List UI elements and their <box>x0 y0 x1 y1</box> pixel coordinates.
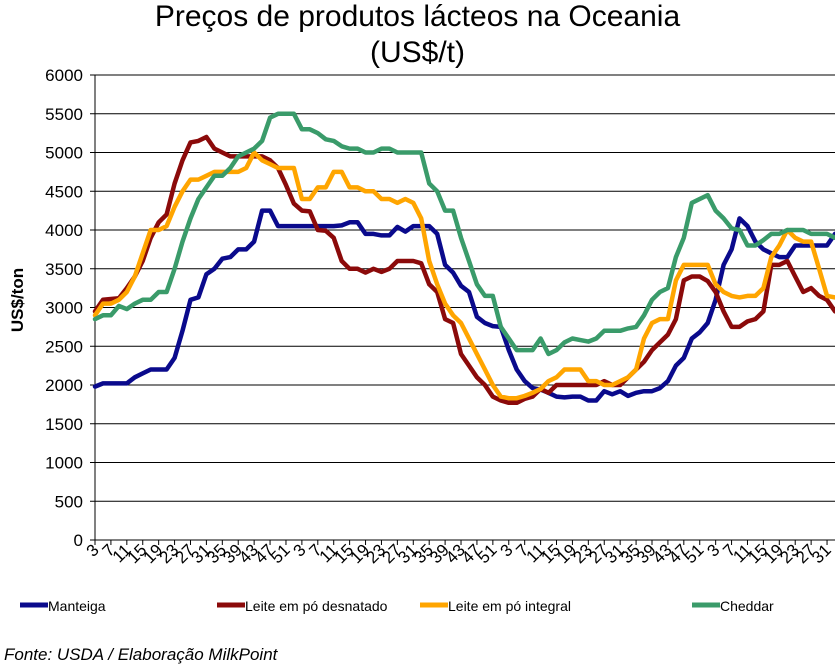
chart-title-line-1: Preços de produtos lácteos na Oceania <box>154 0 681 33</box>
y-tick-labels: 0 500 1000 1500 2000 2500 3000 3500 4000 4500 5000… <box>45 66 83 550</box>
x-tick-label: 51 <box>474 540 501 567</box>
x-tick-label: 3 <box>496 540 516 560</box>
x-tick-label: 3 <box>290 540 310 560</box>
legend-label: Leite em pó integral <box>448 598 571 614</box>
series-line-cheddar <box>92 111 835 357</box>
series-line-leite-em-p-integral <box>92 150 835 401</box>
y-tick-label: 500 <box>55 492 83 511</box>
x-tick-labels: 3711151923273135394347513711151923273135… <box>83 540 835 567</box>
y-tick-label: 0 <box>74 531 83 550</box>
legend: Manteiga Leite em pó desnatado Leite em pó… <box>20 598 774 614</box>
x-tick-label: 3 <box>703 540 723 560</box>
x-tick-label: 51 <box>267 540 294 567</box>
legend-item: Leite em pó desnatado <box>217 598 388 614</box>
chart-title-line-2: (US$/t) <box>369 36 465 69</box>
y-tick-label: 5000 <box>45 144 83 163</box>
series-line-leite-em-p-desnatado <box>92 134 835 406</box>
legend-item: Leite em pó integral <box>420 598 571 614</box>
y-tick-label: 6000 <box>45 66 83 85</box>
y-tick-label: 5500 <box>45 105 83 124</box>
legend-item: Manteiga <box>20 598 106 614</box>
series-line-manteiga <box>92 208 835 403</box>
legend-item: Cheddar <box>692 598 774 614</box>
y-tick-label: 1500 <box>45 415 83 434</box>
legend-label: Leite em pó desnatado <box>245 598 388 614</box>
legend-label: Cheddar <box>720 598 774 614</box>
y-tick-label: 2000 <box>45 376 83 395</box>
y-tick-label: 3500 <box>45 260 83 279</box>
series-lines <box>92 111 835 406</box>
source-note: Fonte: USDA / Elaboração MilkPoint <box>4 645 278 664</box>
y-tick-label: 2500 <box>45 337 83 356</box>
y-axis-label: US$/ton <box>8 268 27 332</box>
y-tick-label: 1000 <box>45 454 83 473</box>
x-tick-label: 51 <box>681 540 708 567</box>
legend-label: Manteiga <box>48 598 106 614</box>
x-tick-label: 3 <box>83 540 103 560</box>
gridlines <box>90 74 835 541</box>
y-tick-label: 3000 <box>45 299 83 318</box>
y-tick-label: 4500 <box>45 182 83 201</box>
y-tick-label: 4000 <box>45 221 83 240</box>
x-tick-label: 31 <box>808 540 835 567</box>
